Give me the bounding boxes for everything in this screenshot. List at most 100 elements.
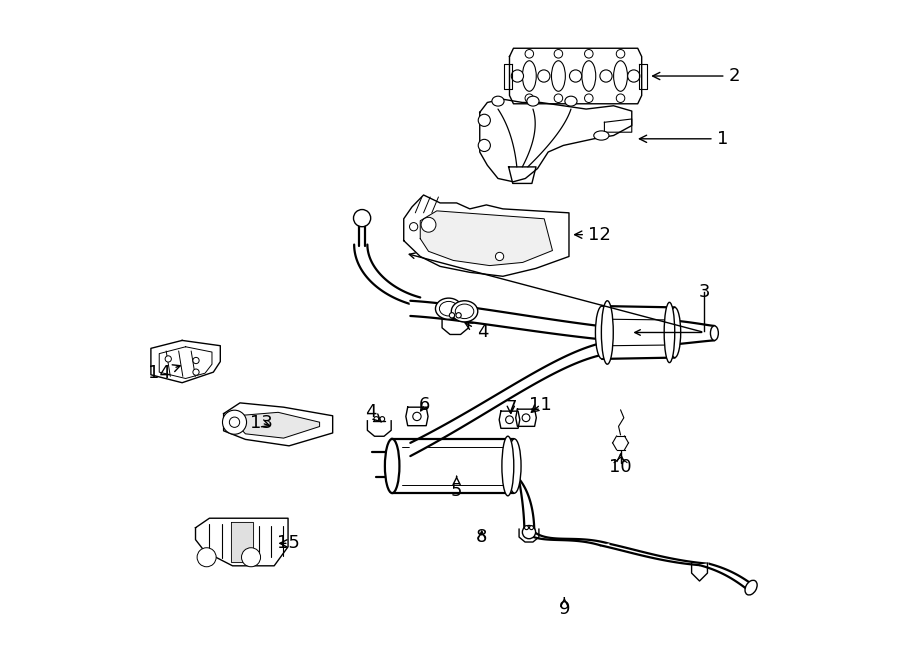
Polygon shape <box>159 347 212 379</box>
Text: 13: 13 <box>250 414 273 432</box>
Ellipse shape <box>439 301 458 316</box>
Ellipse shape <box>455 304 473 319</box>
Circle shape <box>410 223 418 231</box>
Text: 12: 12 <box>574 225 611 244</box>
Text: 4: 4 <box>364 403 382 422</box>
Polygon shape <box>230 522 253 562</box>
Polygon shape <box>509 48 642 104</box>
Circle shape <box>449 313 454 318</box>
Ellipse shape <box>710 326 718 340</box>
Circle shape <box>538 70 550 82</box>
Polygon shape <box>410 344 598 456</box>
Text: 9: 9 <box>559 598 570 619</box>
Ellipse shape <box>436 298 462 319</box>
Circle shape <box>230 417 239 428</box>
Polygon shape <box>602 306 675 359</box>
Circle shape <box>495 253 504 260</box>
Circle shape <box>616 94 625 102</box>
Circle shape <box>478 114 491 126</box>
Ellipse shape <box>596 306 608 359</box>
Circle shape <box>193 369 199 375</box>
Polygon shape <box>516 409 536 426</box>
Circle shape <box>529 525 534 529</box>
Text: 3: 3 <box>698 283 710 301</box>
Circle shape <box>374 416 379 422</box>
Ellipse shape <box>594 131 609 140</box>
Circle shape <box>554 94 562 102</box>
Text: 10: 10 <box>609 454 632 477</box>
Polygon shape <box>525 532 610 545</box>
Circle shape <box>570 70 581 82</box>
Polygon shape <box>406 407 428 426</box>
Ellipse shape <box>451 301 478 322</box>
Text: 2: 2 <box>652 67 740 85</box>
Ellipse shape <box>385 439 400 493</box>
Circle shape <box>511 70 524 82</box>
Circle shape <box>600 70 612 82</box>
Ellipse shape <box>664 302 675 363</box>
Text: 4: 4 <box>465 323 488 342</box>
Circle shape <box>241 548 261 566</box>
Ellipse shape <box>601 301 613 364</box>
Ellipse shape <box>565 97 577 106</box>
Ellipse shape <box>582 61 596 91</box>
Circle shape <box>554 50 562 58</box>
Circle shape <box>584 50 593 58</box>
Polygon shape <box>151 340 220 383</box>
Polygon shape <box>605 119 632 132</box>
Ellipse shape <box>502 436 514 496</box>
Text: 14: 14 <box>148 364 180 383</box>
Circle shape <box>165 356 171 362</box>
Text: 5: 5 <box>451 477 463 500</box>
Text: 15: 15 <box>277 534 301 553</box>
Polygon shape <box>639 63 647 89</box>
Text: 8: 8 <box>476 528 488 547</box>
Ellipse shape <box>745 580 757 595</box>
Ellipse shape <box>506 416 513 424</box>
Circle shape <box>525 94 534 102</box>
Polygon shape <box>420 211 553 266</box>
Text: 6: 6 <box>419 395 430 414</box>
Circle shape <box>478 139 491 151</box>
Polygon shape <box>508 167 536 183</box>
Ellipse shape <box>508 439 521 493</box>
Polygon shape <box>504 63 512 89</box>
Ellipse shape <box>669 307 680 358</box>
Text: 1: 1 <box>639 130 728 148</box>
Polygon shape <box>410 301 598 339</box>
Circle shape <box>584 94 593 102</box>
Ellipse shape <box>492 97 504 106</box>
Circle shape <box>616 50 625 58</box>
Polygon shape <box>223 403 333 446</box>
Ellipse shape <box>526 97 539 106</box>
Polygon shape <box>600 544 709 565</box>
Polygon shape <box>500 411 520 428</box>
Polygon shape <box>675 321 715 344</box>
Circle shape <box>380 416 384 422</box>
Circle shape <box>525 50 534 58</box>
Text: 7: 7 <box>505 399 517 418</box>
Circle shape <box>456 313 461 318</box>
Ellipse shape <box>614 61 627 91</box>
Circle shape <box>525 525 528 529</box>
Polygon shape <box>515 458 535 532</box>
Polygon shape <box>404 195 569 276</box>
Ellipse shape <box>522 414 530 422</box>
Ellipse shape <box>552 61 565 91</box>
Ellipse shape <box>522 61 536 91</box>
Circle shape <box>627 70 640 82</box>
Text: 11: 11 <box>529 395 552 414</box>
Ellipse shape <box>413 412 421 420</box>
Circle shape <box>193 358 199 364</box>
Circle shape <box>421 217 436 232</box>
Circle shape <box>354 210 371 227</box>
Polygon shape <box>480 99 632 182</box>
Polygon shape <box>355 245 420 304</box>
Polygon shape <box>699 564 756 588</box>
Circle shape <box>522 525 536 539</box>
Circle shape <box>197 548 216 566</box>
Polygon shape <box>392 439 515 493</box>
Circle shape <box>222 410 247 434</box>
Polygon shape <box>237 412 320 438</box>
Polygon shape <box>195 518 288 566</box>
